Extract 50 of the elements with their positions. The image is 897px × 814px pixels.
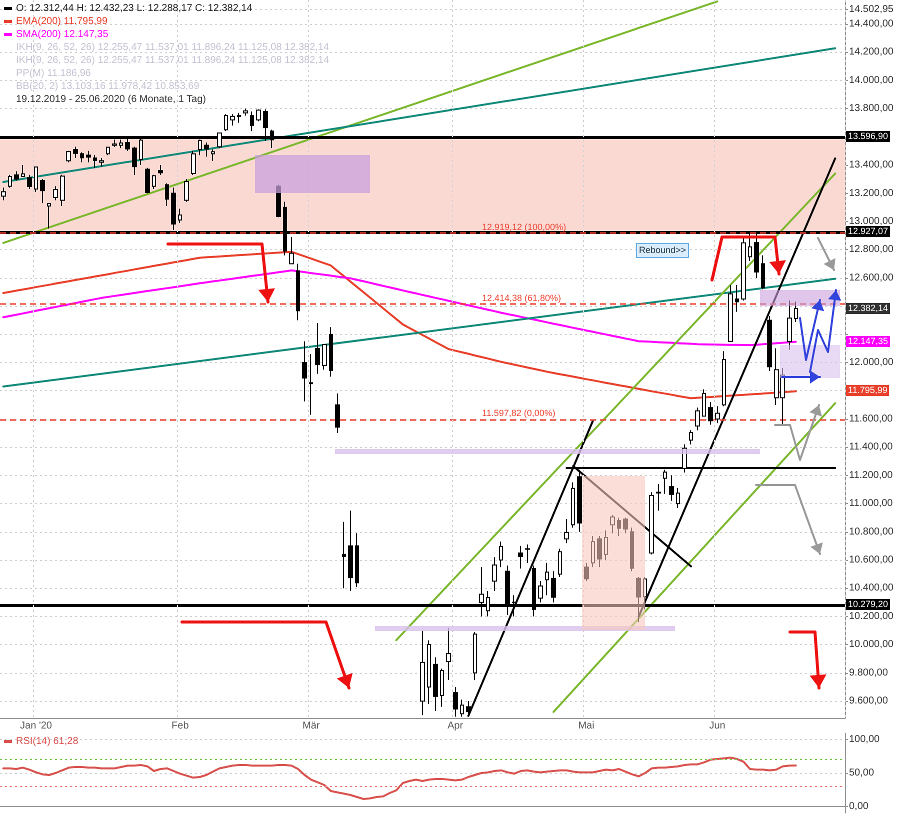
ref-line-label: 10.279,20: [846, 599, 890, 610]
y-tick-label: 9.600,00: [849, 696, 888, 707]
y-tick-label: 11.000,00: [849, 498, 894, 510]
annotation: IKH(9, 26, 52, 26) 12.255,47 11.537,01 11.896,24 11.125,08 12.382,14: [15, 54, 330, 67]
y-tick-label: 100,00: [849, 734, 880, 746]
legend-label: RSI(14) 61,28: [16, 736, 78, 747]
ref-line-label: 12.919,12 (100,00%): [482, 222, 566, 232]
text: 12.382,14: [846, 302, 890, 314]
x-tick-label: Jan '20: [20, 720, 52, 732]
legend-label: SMA(200) 12.147,35: [16, 29, 108, 40]
y-tick-label: 50,00: [849, 768, 874, 778]
y-tick-label: 14.502,95: [849, 4, 894, 15]
y-tick-label: 13.000,00: [849, 216, 894, 227]
y-tick-label: 11.200,00: [849, 470, 894, 481]
annotation: BB(20, 2) 13.103,16 11.978,42 10.853,69: [15, 80, 200, 93]
y-tick-label: 14.000,00: [849, 74, 894, 86]
y-tick-label: 10.600,00: [849, 554, 894, 566]
text: 11.795,99: [846, 385, 890, 396]
ref-line-label: 12.414,38 (61,80%): [482, 293, 562, 304]
x-tick-label: Mär: [302, 720, 320, 732]
y-tick-label: 14.400,00: [849, 18, 894, 30]
y-tick-label: 12.600,00: [849, 272, 894, 284]
y-tick-label: 9.800,00: [849, 667, 888, 678]
y-tick-label: 12.000,00: [849, 357, 894, 368]
y-tick-label: 13.200,00: [849, 188, 894, 199]
y-tick-label: 10.800,00: [849, 526, 894, 538]
y-tick-label: 10.000,00: [849, 639, 894, 650]
legend-label: O: 12.312,44 H: 12.432,23 L: 12.288,17 C: 12.382,14: [16, 3, 252, 14]
y-tick-label: 11.400,00: [849, 442, 894, 453]
ref-line-label: 11.597,82 (0,00%): [482, 408, 556, 418]
annotation: PP(M) 11.186,96: [15, 67, 92, 80]
ref-line-label: 13.596,90: [846, 131, 890, 142]
ref-line-label: 12.927,07: [846, 226, 890, 237]
y-tick-label: 12.800,00: [849, 244, 894, 256]
annotation: IKH(9, 26, 52, 26) 12.255,47 11.537,01 11.896,24 11.125,08 12.382,14: [15, 41, 330, 54]
y-tick-label: 14.200,00: [849, 46, 894, 58]
y-tick-label: 0,00: [849, 800, 869, 812]
y-tick-label: 10.400,00: [849, 582, 894, 594]
y-tick-label: 13.800,00: [849, 103, 894, 114]
y-tick-label: 13.400,00: [849, 160, 894, 171]
annotation: Rebound>>: [636, 243, 690, 258]
y-tick-label: 10.200,00: [849, 610, 894, 622]
text: 12.147,35: [846, 336, 890, 347]
x-tick-label: Mai: [578, 720, 594, 732]
x-tick-label: Apr: [447, 720, 464, 732]
legend-label: EMA(200) 11.795,99: [16, 16, 108, 27]
y-tick-label: 11.600,00: [849, 413, 894, 424]
x-tick-label: Jun: [709, 720, 726, 732]
annotation: 19.12.2019 - 25.06.2020 (6 Monate, 1 Tag): [15, 93, 207, 106]
x-tick-label: Feb: [172, 720, 190, 732]
